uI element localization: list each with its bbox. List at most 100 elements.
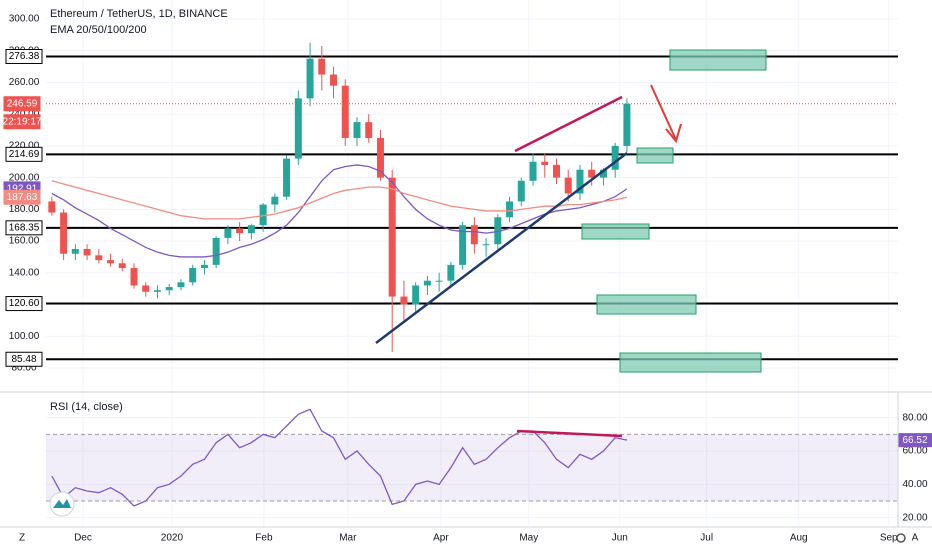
price-label-box (5, 48, 43, 64)
y-tick-label: 40.00 (902, 479, 927, 490)
candle-body (200, 264, 208, 269)
icon[interactable]: Z (19, 533, 25, 544)
candle-body (341, 85, 349, 138)
price-label: 214.69 (9, 149, 40, 160)
y-tick-label: 140.00 (9, 267, 40, 278)
candle-body (118, 263, 126, 269)
candle-body (283, 158, 291, 197)
x-tick-label: May (519, 533, 538, 544)
candle-body (224, 228, 232, 238)
chart-title: Ethereum / TetherUS, 1D, BINANCE (50, 8, 228, 20)
arrow-head (665, 123, 682, 144)
candle-body (376, 137, 384, 178)
trendline (375, 152, 628, 344)
candle-body (517, 180, 525, 202)
candle-body (142, 285, 150, 292)
price-label: 22:19:17 (3, 116, 42, 127)
candle-body (482, 244, 490, 246)
levels (46, 55, 898, 361)
rsi-title: RSI (14, close) (50, 401, 123, 413)
y-tick-label: 60.00 (902, 446, 927, 457)
candle-body (576, 169, 584, 194)
candle-body (423, 280, 431, 286)
y-tick-label: 180.00 (9, 204, 40, 215)
logo-mark (53, 499, 71, 508)
y-tick-label: 20.00 (902, 512, 927, 523)
axis-labels: Dec 2020 Feb Mar Apr May Jun Jul Aug Sep 80.00 100.… (3, 14, 932, 544)
price-label-box (3, 189, 41, 205)
y-tick-label: 80.00 (902, 412, 927, 423)
price-label-box (5, 146, 43, 162)
trendline (516, 429, 623, 438)
candle-body (459, 225, 467, 265)
x-tick-label: Sep (880, 533, 898, 544)
candle-body (388, 177, 396, 297)
candle-body (599, 169, 607, 178)
candle-body (435, 280, 443, 282)
zone (619, 352, 762, 373)
candle-body (153, 290, 161, 292)
price-label-box (3, 114, 41, 130)
trendline (514, 95, 623, 153)
candle-body (271, 196, 279, 205)
icon[interactable]: A (912, 533, 919, 544)
candle-body (130, 268, 138, 286)
x-tick-label: 2020 (161, 533, 184, 544)
ema-line (51, 164, 628, 258)
price-label: 192.91 (7, 184, 38, 195)
y-tick-label: 160.00 (9, 236, 40, 247)
candle-body (71, 249, 79, 254)
candle-body (353, 122, 361, 138)
x-tick-label: Aug (790, 533, 808, 544)
y-tick-label: 300.00 (9, 14, 40, 25)
x-tick-label: Jun (612, 533, 628, 544)
price-label-box (898, 433, 932, 448)
candle-body (318, 58, 326, 75)
candle-body (588, 169, 596, 178)
price-label: 187.63 (7, 192, 38, 203)
price-label-box (3, 96, 41, 112)
candle-body (506, 201, 514, 218)
candle-body (447, 264, 455, 281)
price-label: 66.52 (902, 435, 927, 446)
candle-body (177, 282, 185, 288)
candle-body (365, 122, 373, 138)
candle-body (294, 98, 302, 159)
ema-line (51, 180, 628, 220)
y-tick-label: 220.00 (9, 141, 40, 152)
candle-body (400, 296, 408, 305)
candle-body (236, 228, 244, 234)
price-label: 246.59 (7, 98, 38, 109)
zone (669, 49, 767, 71)
x-tick-label: Mar (339, 533, 357, 544)
price-label: 276.38 (9, 51, 40, 62)
candle-body (529, 161, 537, 181)
zone (596, 294, 697, 315)
candle-body (306, 58, 314, 99)
candle-body (623, 103, 631, 146)
y-tick-label: 200.00 (9, 172, 40, 183)
y-tick-label: 260.00 (9, 77, 40, 88)
x-tick-label: Jul (700, 533, 713, 544)
arrow (650, 84, 677, 141)
candle-body (83, 249, 91, 256)
candle-body (259, 204, 267, 226)
logo (49, 491, 75, 517)
x-tick-label: Feb (255, 533, 273, 544)
chart-subtitle: EMA 20/50/100/200 (50, 24, 147, 36)
candle-body (611, 145, 619, 170)
x-tick-label: Apr (433, 533, 449, 544)
price-label: 168.35 (9, 222, 40, 233)
x-tick-label: Dec (74, 533, 92, 544)
candle-body (165, 287, 173, 291)
candle-body (412, 285, 420, 305)
candle-body (247, 225, 255, 234)
price-label-box (5, 296, 43, 312)
candle-body (60, 212, 68, 254)
candle-body (494, 217, 502, 245)
settings-icon[interactable] (896, 533, 906, 543)
marks (46, 42, 898, 507)
rsi-background (46, 433, 898, 502)
zone (636, 147, 674, 164)
